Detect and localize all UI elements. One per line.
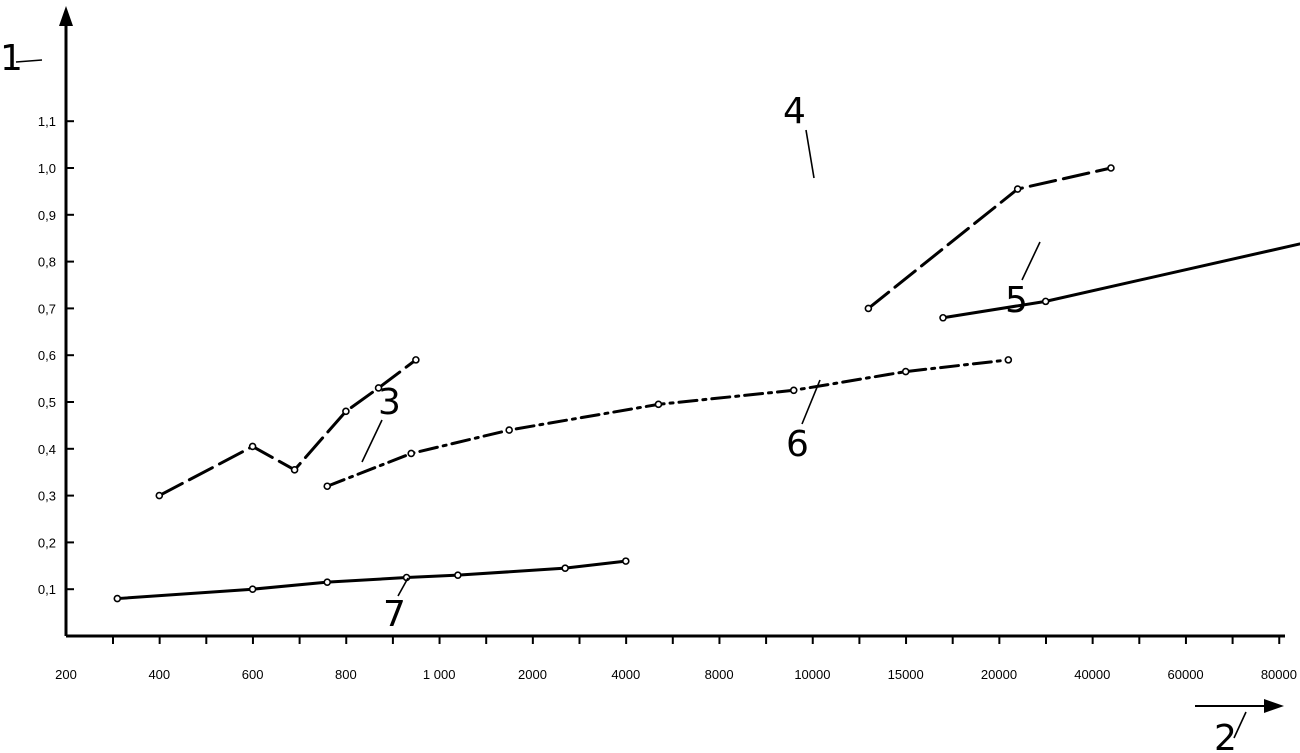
y-axis-arrowhead [59, 6, 73, 26]
series-6-point [901, 367, 910, 376]
y-tick-label: 0,4 [38, 442, 56, 457]
series-5-point [1041, 297, 1050, 306]
series-6-line [325, 358, 1010, 488]
x-tick-label: 80000 [1261, 667, 1297, 682]
series-4-point [864, 304, 873, 313]
series-7-point [561, 564, 569, 572]
x-tick-label: 8000 [705, 667, 734, 682]
series-3-point [290, 466, 299, 474]
series-6-point [1004, 356, 1013, 364]
series-4-line [866, 166, 1113, 310]
x-direction-arrowhead [1264, 699, 1284, 713]
series-5-leader [1021, 241, 1041, 281]
series-7-point [248, 585, 257, 594]
series-group [113, 164, 1300, 603]
series-3-line [157, 358, 418, 498]
x-tick-label: 1 000 [423, 667, 456, 682]
x-tick-label: 400 [148, 667, 170, 682]
x-tick-label: 20000 [981, 667, 1017, 682]
series-5-label: 5 [1005, 280, 1028, 321]
x-tick-label: 800 [335, 667, 357, 682]
series-3-leader [361, 419, 383, 463]
series-6-point [654, 400, 663, 409]
series-6-label: 6 [786, 424, 809, 465]
series-7-point [621, 557, 630, 565]
series-6-leader [801, 379, 821, 425]
x-ticks: 200 400 600 800 1 000 2000 4000 8000 10000 15000 2… [55, 636, 1297, 682]
series-3-point [412, 356, 420, 364]
x-tick-label: 600 [242, 667, 264, 682]
y-tick-label: 0,6 [38, 348, 56, 363]
y-tick-label: 0,8 [38, 255, 56, 270]
series-7-leader [397, 577, 409, 597]
series-6-point [789, 386, 798, 395]
x-tick-label: 40000 [1074, 667, 1110, 682]
series-4-point [1013, 185, 1022, 193]
series-7-point [454, 571, 462, 579]
x-tick-label: 2000 [518, 667, 547, 682]
y-tick-label: 0,5 [38, 395, 56, 410]
x-tick-label: 4000 [611, 667, 640, 682]
series-6-point [407, 449, 416, 458]
x-tick-label: 60000 [1168, 667, 1204, 682]
series-4-label: 4 [783, 91, 806, 132]
series-3-point [342, 407, 350, 416]
y-tick-label: 1,0 [38, 161, 56, 176]
y-tick-label: 0,2 [38, 535, 56, 550]
series-4-leader [805, 129, 815, 179]
y-tick-label: 0,7 [38, 301, 56, 316]
series-7-point [323, 578, 332, 586]
x-axis-label: 2 [1214, 718, 1237, 753]
series-5-line [941, 242, 1300, 320]
series-3-point [155, 491, 164, 500]
x-tick-label: 15000 [888, 667, 924, 682]
series-6-point [505, 426, 513, 434]
series-3-point [248, 442, 257, 451]
series-4-point [1107, 164, 1115, 172]
x-tick-label: 10000 [794, 667, 830, 682]
y-axis-label: 1 [0, 38, 23, 79]
series-5-point [939, 313, 947, 322]
x-axis-label-leader [1233, 711, 1247, 739]
series-7-label: 7 [383, 594, 406, 635]
series-7-line [115, 559, 628, 601]
y-ticks: 0,1 0,2 0,3 0,4 0,5 0,6 0,7 0,8 0,9 1,0 1,1 [38, 114, 74, 597]
y-tick-label: 1,1 [38, 114, 56, 129]
y-axis-label-leader [15, 59, 43, 63]
series-6-point [323, 482, 332, 491]
y-tick-label: 0,9 [38, 208, 56, 223]
x-tick-label: 200 [55, 667, 77, 682]
series-3-label: 3 [378, 382, 401, 423]
series-3-point [374, 384, 383, 392]
y-tick-label: 0,1 [38, 582, 56, 597]
series-7-point [113, 594, 122, 603]
y-tick-label: 0,3 [38, 489, 56, 504]
